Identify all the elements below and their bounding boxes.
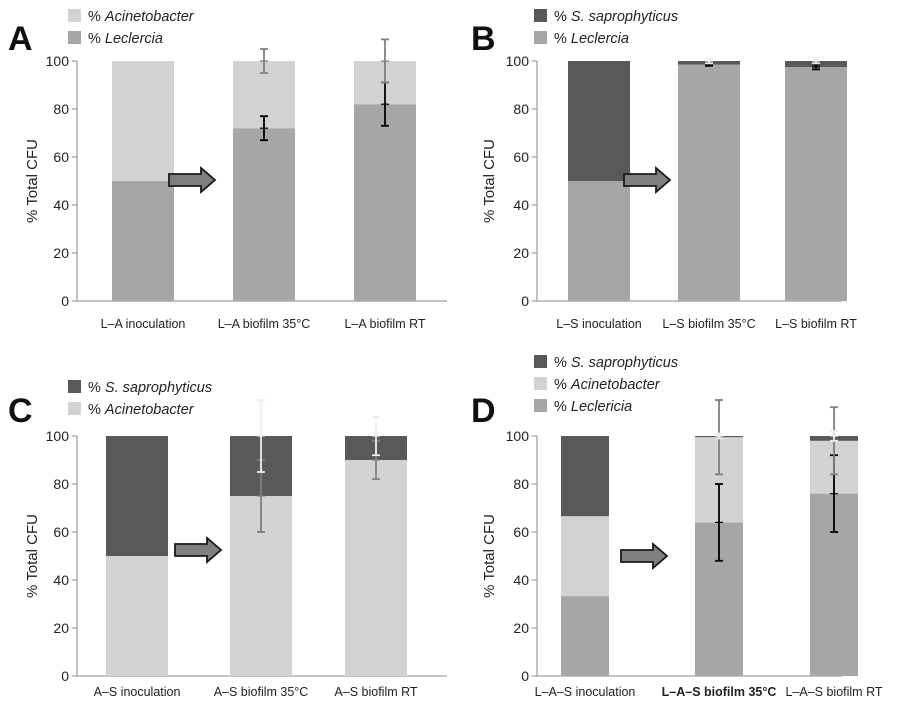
y-tick-label: 40 — [53, 572, 69, 588]
y-tick-label: 80 — [513, 101, 529, 117]
arrow-icon — [623, 166, 672, 194]
legend-label: % S. saprophyticus — [88, 380, 212, 396]
legend-swatch — [68, 31, 81, 44]
legend-swatch — [534, 377, 547, 390]
y-tick-label: 100 — [46, 428, 70, 444]
x-tick-label: L–A biofilm 35°C — [218, 317, 311, 331]
bar-segment — [561, 596, 609, 676]
panel-letter: C — [8, 392, 33, 430]
bar-segment — [106, 436, 168, 556]
y-tick-label: 0 — [521, 293, 529, 309]
legend-swatch — [68, 402, 81, 415]
legend-swatch — [68, 380, 81, 393]
y-tick-label: 100 — [46, 53, 70, 69]
x-tick-label: L–A–S inoculation — [535, 685, 636, 699]
legend-label: % S. saprophyticus — [554, 355, 678, 371]
x-tick-label: L–A–S biofilm 35°C — [662, 685, 777, 699]
panel-a: A % Acinetobacter % Leclercia 0 20 40 60 80 100%… — [8, 9, 447, 331]
y-tick-label: 0 — [61, 293, 69, 309]
arrow-icon — [620, 542, 669, 570]
y-tick-label: 80 — [53, 101, 69, 117]
y-tick-label: 40 — [53, 197, 69, 213]
y-tick-label: 0 — [521, 668, 529, 684]
y-tick-label: 100 — [506, 53, 530, 69]
y-axis-label: % Total CFU — [24, 514, 41, 598]
y-tick-label: 80 — [513, 476, 529, 492]
panel-c: C % S. saprophyticus % Acinetobacter 0 20 40 6… — [8, 380, 447, 699]
panel-letter: A — [8, 20, 33, 58]
y-tick-label: 0 — [61, 668, 69, 684]
arrow-icon — [174, 536, 223, 564]
x-tick-label: L–A biofilm RT — [344, 317, 425, 331]
x-tick-label: L–S biofilm 35°C — [662, 317, 755, 331]
y-tick-label: 100 — [506, 428, 530, 444]
legend-swatch — [534, 355, 547, 368]
bar-segment — [112, 181, 174, 301]
x-tick-label: A–S inoculation — [94, 685, 181, 699]
legend-swatch — [534, 9, 547, 22]
y-axis-label: % Total CFU — [481, 139, 498, 223]
y-tick-label: 60 — [53, 149, 69, 165]
y-tick-label: 20 — [53, 620, 69, 636]
bar-segment — [568, 61, 630, 181]
y-tick-label: 20 — [513, 620, 529, 636]
legend-label: % Leclericia — [554, 399, 632, 415]
bar-segment — [785, 67, 847, 301]
y-tick-label: 80 — [53, 476, 69, 492]
bar-segment — [233, 128, 295, 301]
y-tick-label: 60 — [513, 524, 529, 540]
legend-label: % Acinetobacter — [88, 402, 195, 418]
bar-segment — [354, 104, 416, 301]
x-tick-label: A–S biofilm 35°C — [214, 685, 309, 699]
y-tick-label: 60 — [513, 149, 529, 165]
bar-segment — [568, 181, 630, 301]
legend-swatch — [534, 31, 547, 44]
y-axis-label: % Total CFU — [24, 139, 41, 223]
legend-label: % Leclercia — [554, 31, 629, 47]
arrow-icon — [168, 166, 217, 194]
y-tick-label: 60 — [53, 524, 69, 540]
bar-segment — [106, 556, 168, 676]
x-tick-label: A–S biofilm RT — [334, 685, 417, 699]
panel-letter: B — [471, 20, 496, 58]
x-tick-label: L–A–S biofilm RT — [785, 685, 882, 699]
y-tick-label: 20 — [513, 245, 529, 261]
bar-segment — [561, 436, 609, 517]
legend-label: % S. saprophyticus — [554, 9, 678, 25]
legend-swatch — [68, 9, 81, 22]
bar-segment — [678, 64, 740, 301]
legend-label: % Acinetobacter — [88, 9, 195, 25]
panel-letter: D — [471, 392, 496, 430]
bar-segment — [112, 61, 174, 181]
y-tick-label: 40 — [513, 572, 529, 588]
bar-segment — [345, 460, 407, 676]
panel-d: D % S. saprophyticus % Acinetobacter % Lecl… — [471, 355, 883, 699]
panel-b: B % S. saprophyticus % Leclercia 0 20 40 60 80 1… — [471, 9, 857, 331]
x-tick-label: L–S inoculation — [556, 317, 642, 331]
y-axis-label: % Total CFU — [481, 514, 498, 598]
y-tick-label: 40 — [513, 197, 529, 213]
legend-swatch — [534, 399, 547, 412]
x-tick-label: L–A inoculation — [101, 317, 186, 331]
legend-label: % Leclercia — [88, 31, 163, 47]
x-tick-label: L–S biofilm RT — [775, 317, 857, 331]
legend-label: % Acinetobacter — [554, 377, 661, 393]
bar-segment — [561, 516, 609, 597]
y-tick-label: 20 — [53, 245, 69, 261]
